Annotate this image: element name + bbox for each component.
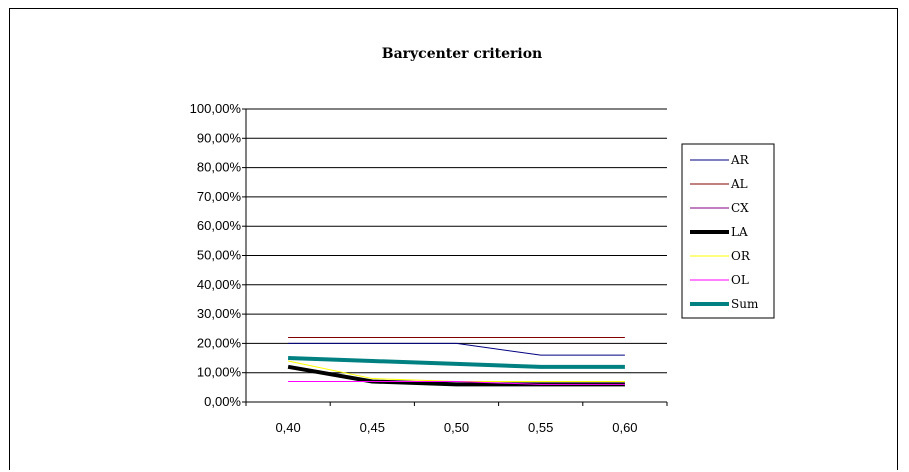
- legend-label-la: LA: [731, 225, 748, 239]
- series-line-ar: [288, 342, 625, 356]
- y-tick-label: 20,00%: [197, 335, 242, 350]
- x-tick-label: 0,45: [360, 420, 385, 435]
- legend-label-cx: CX: [731, 201, 749, 215]
- y-tick-label: 80,00%: [197, 160, 242, 175]
- y-tick-label: 100,00%: [190, 101, 242, 116]
- legend-label-ar: AR: [730, 153, 750, 167]
- line-chart: Barycenter criterion 0,00% 10,00% 20,00% 30…: [190, 46, 775, 435]
- legend-label-or: OR: [731, 249, 751, 263]
- y-tick-label: 50,00%: [197, 248, 242, 263]
- series-line-ol: [288, 380, 625, 385]
- x-tick-label: 0,40: [275, 420, 300, 435]
- x-tick-label: 0,60: [612, 420, 637, 435]
- series-line-sum: [288, 356, 625, 369]
- x-tick-label: 0,55: [528, 420, 553, 435]
- x-tick-label: 0,50: [444, 420, 469, 435]
- y-tick-label: 10,00%: [197, 365, 242, 380]
- series-lines: [287, 337, 625, 387]
- y-tick-label: 40,00%: [197, 277, 242, 292]
- chart-frame: Barycenter criterion 0,00% 10,00% 20,00% 30…: [9, 8, 898, 470]
- y-tick-label: 60,00%: [197, 218, 242, 233]
- y-tick-label: 90,00%: [197, 130, 242, 145]
- axes: 0,00% 10,00% 20,00% 30,00% 40,00% 50,00% 60,00…: [190, 101, 668, 435]
- y-tick-label: 30,00%: [197, 306, 242, 321]
- legend-label-sum: Sum: [731, 297, 759, 311]
- legend: AR AL CX LA OR OL Sum: [681, 143, 775, 319]
- legend-label-al: AL: [730, 177, 748, 191]
- y-tick-label: 0,00%: [204, 394, 241, 409]
- legend-label-ol: OL: [731, 273, 749, 287]
- chart-title: Barycenter criterion: [382, 46, 542, 62]
- y-tick-label: 70,00%: [197, 189, 242, 204]
